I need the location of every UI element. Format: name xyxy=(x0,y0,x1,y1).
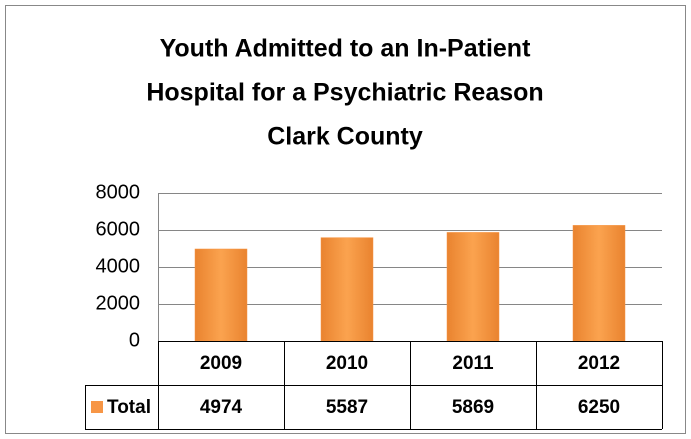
legend-label: Total xyxy=(107,397,151,418)
bar xyxy=(194,248,248,342)
chart-title: Hospital for a Psychiatric Reason xyxy=(146,79,543,107)
y-tick-label: 8000 xyxy=(96,181,141,203)
bar xyxy=(572,225,626,342)
table-value: 5869 xyxy=(452,397,494,418)
y-tick-label: 6000 xyxy=(96,218,141,240)
table-value: 4974 xyxy=(200,397,243,418)
x-tick-label: 2011 xyxy=(452,353,494,374)
y-tick-label: 2000 xyxy=(96,292,141,314)
table-value: 5587 xyxy=(326,397,368,418)
y-tick-label: 0 xyxy=(129,329,140,351)
x-tick-label: 2012 xyxy=(578,353,620,374)
chart-title: Clark County xyxy=(267,123,423,151)
x-tick-label: 2009 xyxy=(200,353,242,374)
x-tick-label: 2010 xyxy=(326,353,368,374)
chart-border xyxy=(5,5,686,434)
bar xyxy=(446,232,500,342)
y-tick-label: 4000 xyxy=(96,255,141,277)
bar xyxy=(320,237,374,342)
chart-title: Youth Admitted to an In-Patient xyxy=(160,35,531,63)
table-value: 6250 xyxy=(578,397,620,418)
legend-key xyxy=(91,401,103,413)
